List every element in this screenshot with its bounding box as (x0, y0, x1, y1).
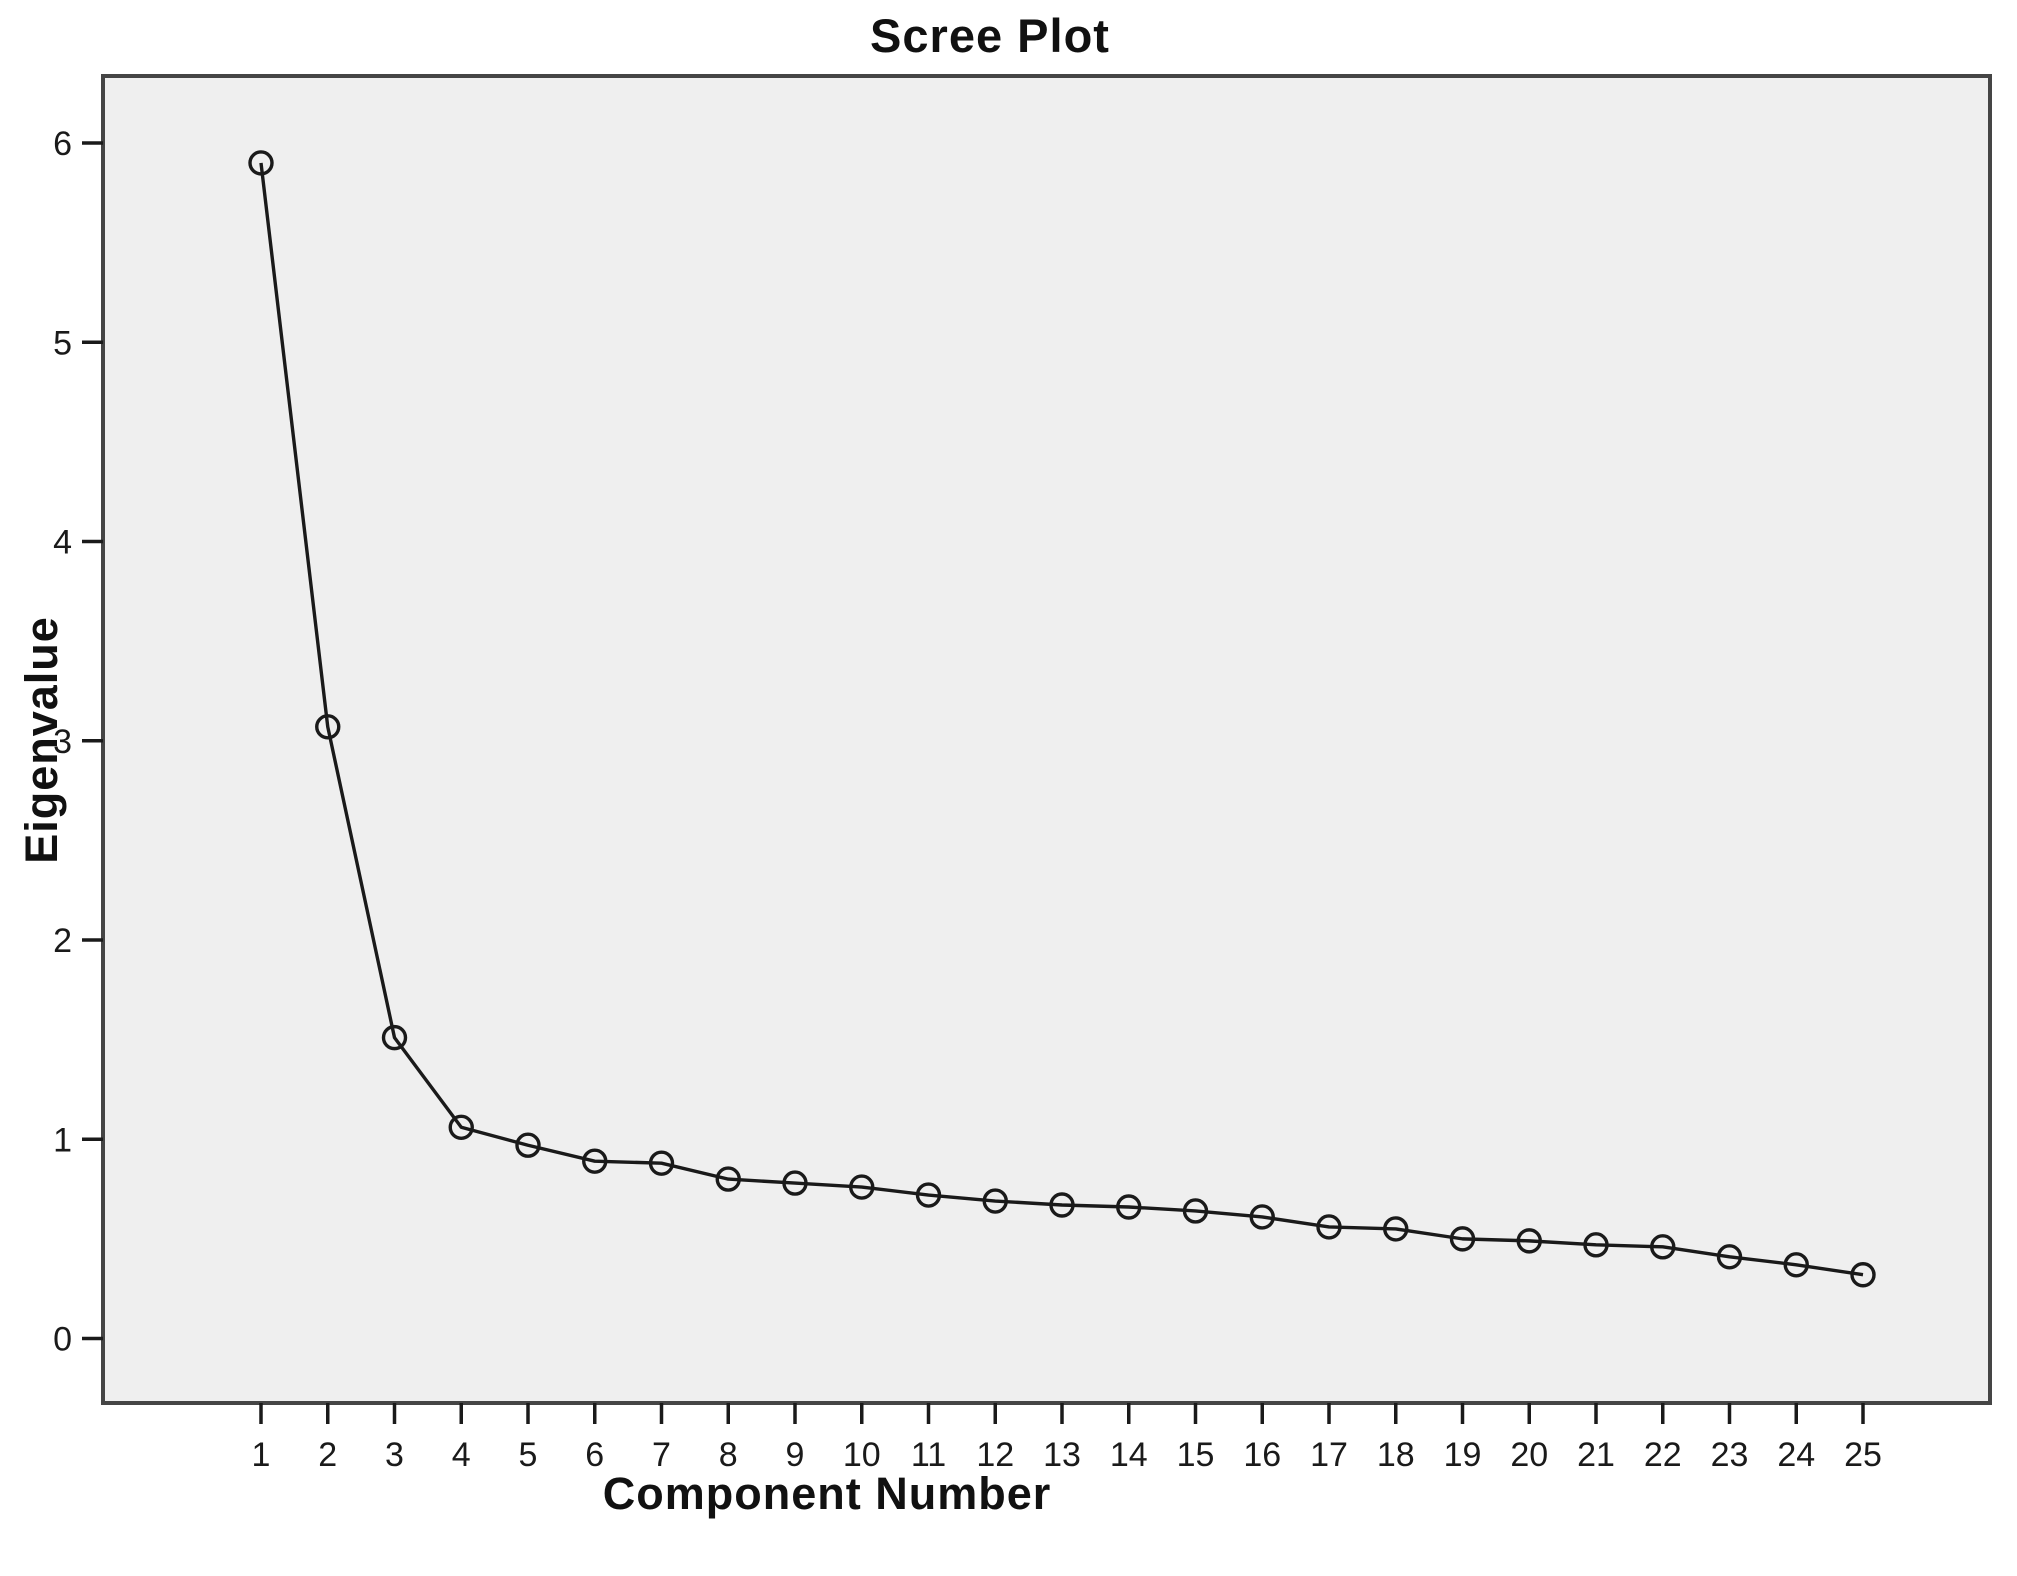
x-tick-label: 6 (585, 1436, 604, 1474)
plot-frame-group (101, 74, 1992, 1405)
x-tick-label: 5 (519, 1436, 538, 1474)
data-point-marker (849, 1174, 875, 1200)
data-point-marker (315, 714, 341, 740)
data-point-marker (1249, 1204, 1275, 1230)
data-point-marker (1449, 1226, 1476, 1252)
series-group (248, 150, 1876, 1288)
y-tick-label: 5 (53, 324, 72, 362)
x-tick-label: 16 (1243, 1436, 1281, 1474)
series-line (259, 162, 1864, 1277)
x-tick-label: 21 (1577, 1436, 1615, 1474)
x-tick-label: 8 (719, 1436, 738, 1474)
x-tick-label: 12 (976, 1436, 1014, 1474)
y-tick-label: 0 (53, 1321, 72, 1359)
axis-ticks-group (82, 141, 1865, 1424)
x-tick-label: 22 (1644, 1436, 1682, 1474)
x-tick-label: 4 (452, 1436, 471, 1474)
data-point-marker (1116, 1194, 1142, 1220)
plot-area-background (101, 74, 1992, 1405)
x-axis-title: Component Number (602, 1468, 1052, 1519)
x-tick-label: 17 (1310, 1436, 1348, 1474)
x-tick-label: 25 (1844, 1436, 1882, 1474)
data-point-marker (715, 1166, 741, 1192)
data-point-marker (1850, 1262, 1876, 1288)
data-point-marker (248, 150, 274, 176)
x-tick-label: 10 (843, 1436, 881, 1474)
x-tick-label: 7 (652, 1436, 671, 1474)
data-point-marker (582, 1148, 608, 1174)
x-tick-label: 14 (1110, 1436, 1148, 1474)
y-tick-label: 1 (53, 1121, 72, 1159)
data-point-marker (1583, 1232, 1609, 1258)
data-point-marker (381, 1024, 408, 1051)
data-point-marker (1650, 1234, 1676, 1260)
x-tick-label: 1 (252, 1436, 271, 1474)
data-point-marker (782, 1170, 808, 1196)
y-tick-label: 6 (53, 125, 72, 163)
data-point-marker (1516, 1228, 1542, 1254)
data-point-marker (915, 1182, 942, 1208)
data-point-marker (1383, 1216, 1409, 1242)
data-point-marker (1182, 1198, 1209, 1224)
data-point-marker (648, 1150, 675, 1176)
data-point-marker (515, 1132, 541, 1158)
x-tick-label: 9 (786, 1436, 805, 1474)
x-tick-label: 11 (911, 1436, 946, 1474)
x-tick-label: 20 (1510, 1436, 1548, 1474)
data-point-marker (1783, 1252, 1809, 1278)
x-tick-label: 13 (1043, 1436, 1081, 1474)
x-tick-label: 2 (318, 1436, 337, 1474)
x-tick-label: 3 (385, 1436, 404, 1474)
data-point-marker (1316, 1214, 1342, 1240)
data-point-marker (1716, 1244, 1743, 1270)
data-point-marker (982, 1188, 1008, 1214)
x-tick-label: 24 (1777, 1436, 1815, 1474)
x-tick-label: 18 (1377, 1436, 1415, 1474)
x-tick-label: 19 (1444, 1436, 1482, 1474)
data-point-marker (448, 1114, 474, 1140)
chart-title: Scree Plot (870, 9, 1110, 62)
y-tick-label: 3 (53, 723, 72, 761)
y-tick-label: 2 (53, 922, 72, 960)
y-tick-label: 4 (53, 524, 72, 562)
x-tick-label: 23 (1711, 1436, 1749, 1474)
x-tick-label: 15 (1177, 1436, 1215, 1474)
data-point-marker (1049, 1192, 1075, 1218)
